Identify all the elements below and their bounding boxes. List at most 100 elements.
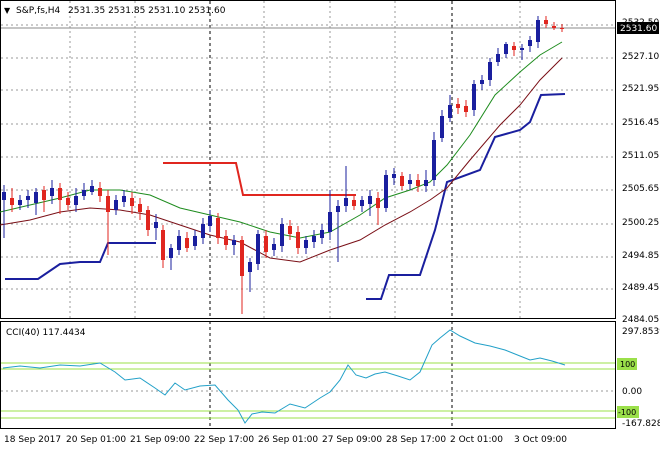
candle-body (50, 188, 54, 196)
price-tick: 2532.50 (622, 18, 659, 28)
candle-body (169, 248, 173, 258)
symbol-label: S&P,fs,H4 (16, 6, 61, 16)
candle-body (496, 54, 500, 62)
current-price-text: 2531.60 (620, 24, 657, 34)
candle-body (177, 236, 181, 250)
candle-body (288, 226, 292, 234)
candle-body (74, 196, 78, 205)
candlestick-series (2, 16, 564, 314)
price-tick: 2500.25 (622, 218, 659, 228)
candle-body (528, 40, 532, 46)
candle-body (240, 240, 244, 276)
candle-body (512, 46, 516, 50)
candle-body (98, 188, 102, 196)
candle-body (440, 116, 444, 138)
price-scale: 2532.50 2527.10 2521.95 2516.45 2511.05 … (622, 18, 659, 325)
candle-body (154, 222, 158, 228)
cci-level-tag (617, 406, 639, 418)
cci-label: CCI(40) 117.4434 (6, 328, 86, 338)
candle-body (424, 180, 428, 186)
candle-body (10, 198, 14, 205)
candle-body (552, 26, 556, 28)
cci-level-lower: -100 (618, 408, 636, 417)
time-label: 20 Sep 01:00 (66, 435, 126, 445)
candle-body (432, 140, 436, 180)
price-pane-frame (0, 0, 616, 319)
candle-body (336, 206, 340, 212)
candle-body (248, 262, 252, 272)
candle-body (456, 104, 460, 108)
cci-level-lines (1, 362, 615, 419)
candle-body (18, 200, 22, 205)
candle-body (376, 198, 380, 208)
candle-body (504, 44, 508, 54)
candle-body (296, 232, 300, 248)
price-tick: 2527.10 (622, 52, 659, 62)
time-label: 27 Sep 09:00 (322, 435, 382, 445)
candle-body (201, 224, 205, 238)
candle-body (360, 200, 364, 206)
time-axis: 18 Sep 2017 20 Sep 01:00 21 Sep 09:00 22… (4, 435, 567, 445)
candle-body (480, 80, 484, 84)
candle-body (280, 224, 284, 246)
candle-body (344, 198, 348, 206)
price-tick: 2516.45 (622, 118, 659, 128)
cci-level-zero: 0.00 (622, 387, 642, 397)
candle-body (520, 48, 524, 50)
candle-body (2, 192, 6, 200)
candle-body (272, 244, 276, 250)
candle-body (560, 28, 564, 29)
candle-body (400, 176, 404, 186)
channel-lower-line (366, 93, 566, 300)
candle-body (42, 190, 46, 200)
candle-body (138, 204, 142, 212)
cci-level-tag (617, 358, 637, 370)
candle-body (122, 196, 126, 202)
candle-body (544, 20, 548, 24)
candle-body (130, 198, 134, 206)
candle-body (216, 218, 220, 238)
candle-body (320, 230, 324, 238)
cci-level-upper: 100 (620, 360, 635, 369)
candle-body (488, 62, 492, 80)
candle-body (328, 212, 332, 232)
candle-body (106, 196, 110, 212)
fast-moving-average (0, 41, 563, 239)
candle-body (58, 188, 62, 200)
price-tick: 2521.95 (622, 84, 659, 94)
candle-body (161, 230, 165, 260)
candle-body (408, 180, 412, 184)
indicator-pane-frame (0, 321, 616, 429)
time-label: 28 Sep 17:00 (386, 435, 446, 445)
candle-body (384, 175, 388, 208)
candle-body (224, 236, 228, 245)
candle-body (26, 196, 30, 200)
price-tick: 2494.85 (622, 251, 659, 261)
slow-moving-average (0, 57, 563, 263)
candle-body (208, 216, 212, 226)
cci-scale-max: 297.8539 (622, 327, 660, 337)
candle-body (256, 234, 260, 264)
candle-body (146, 210, 150, 230)
price-grid (1, 1, 615, 318)
candle-body (193, 236, 197, 246)
candle-body (352, 200, 356, 206)
price-tick: 2489.45 (622, 283, 659, 293)
time-label: 3 Oct 09:00 (514, 435, 567, 445)
menu-arrow-icon[interactable]: ▼ (4, 6, 11, 15)
candle-body (448, 105, 452, 118)
time-label: 2 Oct 01:00 (450, 435, 503, 445)
ohlc-values: 2531.35 2531.85 2531.10 2531.60 (68, 6, 226, 16)
time-label: 26 Sep 01:00 (258, 435, 318, 445)
candle-body (304, 240, 308, 248)
indicator-scale: 297.8539 100 0.00 -100 -167.8282 (617, 327, 660, 429)
candle-body (82, 190, 86, 196)
candle-body (368, 196, 372, 204)
price-tick: 2505.65 (622, 184, 659, 194)
time-label: 21 Sep 09:00 (130, 435, 190, 445)
candle-body (34, 192, 38, 203)
candle-body (232, 240, 236, 245)
current-price-tag (617, 22, 659, 34)
candle-body (464, 106, 468, 112)
